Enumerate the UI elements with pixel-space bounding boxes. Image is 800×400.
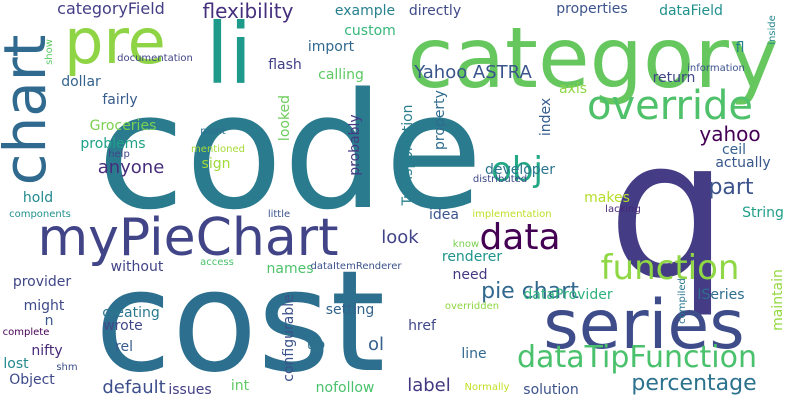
word-looked: looked [277,94,293,142]
word-pre: pre [64,5,166,78]
word-line: line [461,346,487,362]
word-properties: properties [556,1,628,17]
word-provider: provider [12,274,72,290]
word-flexibility: flexibility [202,0,294,23]
word-obj: obj [491,150,543,190]
word-rel: rel [115,339,133,355]
word-mypiechart: myPieChart [37,208,339,268]
word-categoryfield: categoryField [57,0,165,18]
word-probably: probably [347,114,363,176]
word-int: int [230,378,250,394]
word-configurable: configurable [281,294,297,382]
word-wrote: wrote [103,318,143,334]
word-tip: tip [306,337,326,353]
word-implementation: implementation [472,209,552,220]
word-need: need [452,267,488,283]
word-dataprovider: dataProvider [523,287,613,303]
word-href: href [408,318,436,334]
word-lost: lost [3,356,29,372]
word-dollar: dollar [61,74,101,90]
word-renderer: renderer [441,249,503,265]
word-know: know [452,239,480,250]
word-label: label [407,375,451,396]
word-series: series [543,286,745,365]
word-example: example [334,3,396,19]
word-n: n [44,313,54,329]
word-data: data [479,217,561,258]
word-developer: developer [484,162,556,178]
word-iseries: ISeries [697,287,745,303]
word-without: without [110,259,164,275]
word-solution: solution [523,382,579,398]
word-fl: fl [735,40,745,56]
word-part: part [708,175,754,200]
word-axis: axis [558,81,588,97]
word-index: index [538,97,554,137]
word-datatipfunction: dataTipFunction [517,340,757,375]
word-string: String [742,205,784,221]
word-compiled: compiled [677,278,688,324]
word-inside: inside [767,15,778,45]
word-transportation: Transportation [400,104,416,206]
word-q: q [607,99,729,320]
word-ol: ol [367,334,385,355]
word-yahoo-astra: Yahoo ASTRA [414,62,532,83]
word-return: return [652,70,696,86]
word-override: override [586,83,754,129]
word-custom: custom [344,23,396,39]
word-hold: hold [22,190,54,206]
word-calling: calling [318,67,364,83]
word-groceries: Groceries [89,118,157,134]
word-overridden: overridden [444,301,500,312]
word-complete: complete [2,327,50,338]
word-property: property [432,90,448,150]
word-components: components [9,209,71,220]
word-actually: actually [715,155,771,171]
word-function: function [600,248,740,288]
word-code: code [97,58,483,245]
word-flash: flash [268,57,302,73]
word-makes: makes [584,190,630,206]
word-creating: creating [102,305,160,321]
word-access: access [200,257,234,268]
word-cost: cost [94,241,386,400]
word-yahoo: yahoo [699,122,761,146]
word-datafield: dataField [659,3,723,19]
word-nifty: nifty [31,343,63,359]
word-mentioned: mentioned [191,144,245,155]
word-pie-chart: pie chart [481,279,579,304]
word-dataitemrenderer: dataItemRenderer [310,261,402,272]
word-information: information [687,63,745,74]
word-fairly: fairly [102,92,138,108]
word-shm: shm [56,362,78,373]
word-setting: setting [325,302,375,318]
word-little: little [267,209,291,220]
word-idea: idea [429,207,459,223]
word-default: default [102,377,166,398]
word-ceil: ceil [721,142,747,158]
word-maintain: maintain [770,269,786,331]
word-li: li [205,5,253,103]
word-distributed: distributed [472,174,528,185]
word-help: help [108,149,130,160]
word-might: might [23,298,65,314]
word-percentage: percentage [631,371,757,396]
word-look: look [381,227,419,248]
word-point: point [200,126,226,137]
word-normally: Normally [464,382,510,393]
word-category: category [407,9,779,107]
word-lacking: lacking [605,204,641,215]
word-sign: sign [201,156,231,172]
word-object: Object [9,372,55,388]
word-issues: issues [168,382,212,398]
word-anyone: anyone [97,157,165,178]
word-names: names [266,261,314,277]
word-import: import [307,39,355,55]
word-documentation: documentation [117,53,193,64]
word-directly: directly [408,3,462,19]
word-nofollow: nofollow [315,380,375,396]
word-show: show [44,39,55,65]
word-problems: problems [80,136,146,152]
